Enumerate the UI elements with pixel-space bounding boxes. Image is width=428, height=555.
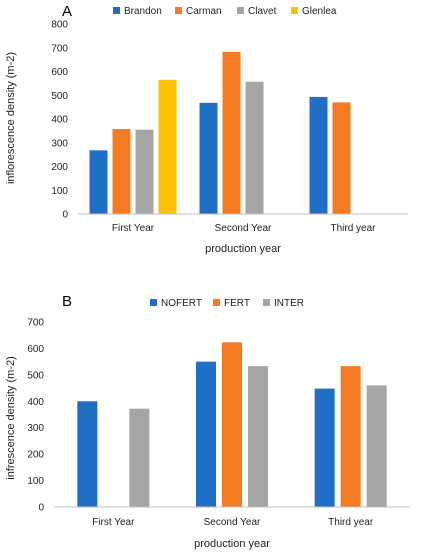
chart-a: A Brandon Carman Clavet Glenlea 0 100 200 300 4… xyxy=(5,3,408,255)
y-tick-label: 200 xyxy=(51,162,68,173)
legend-swatch xyxy=(150,299,157,306)
bar-inter xyxy=(248,366,268,507)
x-tick-label: Third year xyxy=(328,517,374,528)
bar-fert xyxy=(222,342,242,507)
bar-nofert xyxy=(77,401,98,507)
legend-b: NOFERT FERT INTER xyxy=(150,298,304,309)
bar-carman xyxy=(222,51,241,214)
x-tick-label: First Year xyxy=(112,223,155,234)
legend-swatch xyxy=(213,299,220,306)
x-tick-label: Third year xyxy=(330,223,376,234)
bar-nofert xyxy=(314,388,335,507)
x-axis-title-b: production year xyxy=(194,538,270,550)
y-axis-a: 0 100 200 300 400 500 600 700 800 xyxy=(51,20,68,221)
y-axis-b: 0 100 200 300 400 500 600 700 xyxy=(27,318,44,514)
bar-brandon xyxy=(89,150,108,214)
legend-swatch xyxy=(113,7,120,14)
bars-b xyxy=(77,342,387,507)
legend-label: Carman xyxy=(186,6,222,17)
bar-clavet xyxy=(245,81,264,215)
x-axis-b: First Year Second Year Third year xyxy=(92,517,374,528)
bar-glenlea xyxy=(158,79,177,214)
x-tick-label: Second Year xyxy=(204,517,261,528)
y-tick-label: 500 xyxy=(51,91,68,102)
legend-swatch xyxy=(291,7,298,14)
y-tick-label: 0 xyxy=(38,503,44,514)
bar-brandon xyxy=(309,96,328,214)
bar-carman xyxy=(332,102,351,214)
y-tick-label: 200 xyxy=(27,450,44,461)
legend-swatch xyxy=(175,7,182,14)
bar-inter xyxy=(129,408,150,507)
legend-swatch xyxy=(263,299,270,306)
y-tick-label: 300 xyxy=(27,423,44,434)
y-tick-label: 700 xyxy=(27,318,44,329)
legend-label: Clavet xyxy=(248,6,277,17)
legend-a: Brandon Carman Clavet Glenlea xyxy=(113,6,337,17)
y-tick-label: 0 xyxy=(62,210,68,221)
chart-b: B NOFERT FERT INTER 0 100 200 300 400 500 600 700… xyxy=(5,293,410,550)
y-tick-label: 500 xyxy=(27,370,44,381)
y-tick-label: 100 xyxy=(51,186,68,197)
panel-b-label: B xyxy=(62,293,72,310)
bar-inter xyxy=(366,385,387,507)
legend-label: Brandon xyxy=(124,6,162,17)
legend-swatch xyxy=(237,7,244,14)
bar-clavet xyxy=(135,129,154,214)
y-tick-label: 400 xyxy=(27,397,44,408)
legend-label: INTER xyxy=(274,298,304,309)
legend-label: Glenlea xyxy=(302,6,337,17)
x-axis-title-a: production year xyxy=(205,243,281,255)
y-tick-label: 600 xyxy=(27,344,44,355)
bar-fert xyxy=(340,366,361,507)
x-tick-label: First Year xyxy=(92,517,135,528)
x-tick-label: Second Year xyxy=(215,223,272,234)
bar-carman xyxy=(112,128,131,214)
bar-nofert xyxy=(196,361,216,507)
legend-label: NOFERT xyxy=(161,298,202,309)
y-tick-label: 400 xyxy=(51,115,68,126)
bar-brandon xyxy=(199,102,218,214)
y-tick-label: 100 xyxy=(27,476,44,487)
y-axis-title-b: infrescence density (m-2) xyxy=(5,356,17,480)
legend-label: FERT xyxy=(224,298,250,309)
y-tick-label: 800 xyxy=(51,20,68,31)
bars-a xyxy=(89,51,351,215)
y-tick-label: 600 xyxy=(51,67,68,78)
y-tick-label: 700 xyxy=(51,43,68,54)
y-tick-label: 300 xyxy=(51,138,68,149)
x-axis-a: First Year Second Year Third year xyxy=(112,223,376,234)
y-axis-title-a: inflorescence density (m-2) xyxy=(5,52,17,184)
panel-a-label: A xyxy=(62,3,72,20)
